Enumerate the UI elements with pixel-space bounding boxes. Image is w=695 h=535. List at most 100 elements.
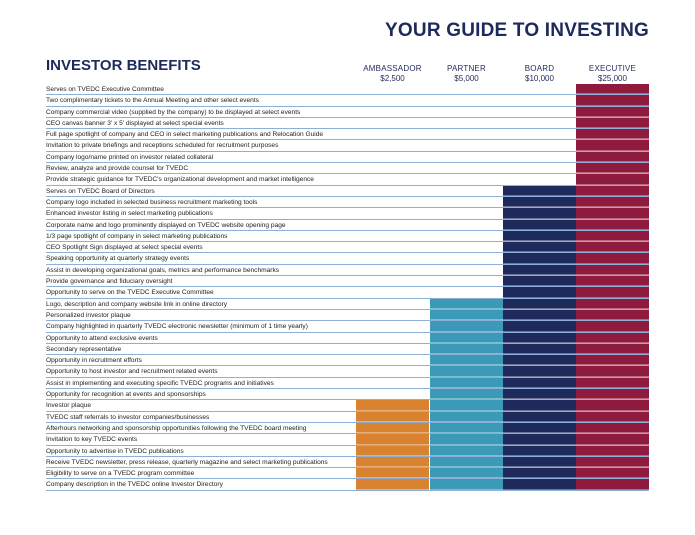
benefit-label: Receive TVEDC newsletter, press release,… <box>46 458 328 466</box>
tier-price: $10,000 <box>525 74 554 83</box>
tier-cell-executive <box>576 84 649 95</box>
tier-name: PARTNER <box>447 64 486 73</box>
tier-cell-executive <box>576 309 649 321</box>
tier-cell-partner <box>430 366 503 377</box>
tier-cell-executive <box>576 422 649 434</box>
tier-cell-ambassador <box>356 434 429 445</box>
tier-cell-board <box>503 434 576 445</box>
benefit-row: Speaking opportunity at quarterly strate… <box>46 253 649 265</box>
tier-cell-partner <box>430 479 503 490</box>
benefit-row: Investor plaque <box>46 400 649 412</box>
benefit-label: Logo, description and company website li… <box>46 300 228 308</box>
tier-cell-executive <box>576 264 649 276</box>
tier-cell-executive <box>576 332 649 343</box>
tier-cell-ambassador <box>356 468 429 479</box>
tier-cell-partner <box>430 445 503 456</box>
tier-cell-executive <box>576 298 649 309</box>
tier-cell-executive <box>576 276 649 287</box>
tier-header-partner: PARTNER $5,000 <box>430 64 503 84</box>
tier-cell-board <box>503 208 576 219</box>
tier-cell-board <box>503 264 576 276</box>
tier-cell-board <box>503 366 576 377</box>
tier-cell-partner <box>430 309 503 321</box>
tier-cell-board <box>503 253 576 264</box>
benefit-label: Eligibility to serve on a TVEDC program … <box>46 470 195 478</box>
tier-cell-board <box>503 230 576 242</box>
tier-cell-partner <box>430 389 503 400</box>
benefit-row: Two complimentary tickets to the Annual … <box>46 95 649 107</box>
tier-cell-executive <box>576 468 649 479</box>
benefit-label: Opportunity to advertise in TVEDC public… <box>46 447 184 455</box>
tier-cell-partner <box>430 411 503 422</box>
benefits-table: Serves on TVEDC Executive Committee Two c… <box>46 84 649 491</box>
benefit-row: Review, analyze and provide counsel for … <box>46 163 649 175</box>
benefit-label: Opportunity to serve on the TVEDC Execut… <box>46 289 214 297</box>
benefit-label: Company commercial video (supplied by th… <box>46 108 301 116</box>
benefit-row: Invitation to private briefings and rece… <box>46 140 649 152</box>
benefit-row: Opportunity to host investor and recruit… <box>46 366 649 378</box>
tier-price: $5,000 <box>454 74 479 83</box>
benefits-title: INVESTOR BENEFITS <box>46 57 201 74</box>
benefit-label: Investor plaque <box>46 402 92 410</box>
benefit-label: CEO Spotlight Sign displayed at select s… <box>46 244 203 252</box>
benefit-row: Afterhours networking and sponsorship op… <box>46 422 649 435</box>
benefit-label: Serves on TVEDC Executive Committee <box>46 86 164 93</box>
benefit-label: Opportunity in recruitment efforts <box>46 357 142 365</box>
benefit-row: TVEDC staff referrals to investor compan… <box>46 411 649 423</box>
tier-header-executive: EXECUTIVE $25,000 <box>576 64 649 84</box>
benefit-label: CEO canvas banner 3' x 5' displayed at s… <box>46 119 224 127</box>
benefit-row: Secondary representative <box>46 343 649 356</box>
tier-cell-executive <box>576 196 649 208</box>
tier-cell-executive <box>576 343 649 355</box>
benefit-row: Enhanced investor listing in select mark… <box>46 208 649 220</box>
benefit-label: Afterhours networking and sponsorship op… <box>46 424 307 432</box>
benefit-label: Opportunity for recognition at events an… <box>46 391 206 399</box>
tier-cell-partner <box>430 377 503 389</box>
benefit-label: Company highlighted in quarterly TVEDC e… <box>46 323 308 331</box>
tier-cell-board <box>503 377 576 389</box>
tier-cell-board <box>503 468 576 479</box>
tier-cell-executive <box>576 377 649 389</box>
tier-name: BOARD <box>524 64 555 73</box>
benefit-row: Corporate name and logo prominently disp… <box>46 219 649 231</box>
tier-cell-executive <box>576 185 649 196</box>
tier-header-board: BOARD $10,000 <box>503 64 576 84</box>
benefit-row: Full page spotlight of company and CEO i… <box>46 129 649 141</box>
benefit-row: Company commercial video (supplied by th… <box>46 106 649 118</box>
tier-cell-board <box>503 445 576 456</box>
benefit-row: Company logo/name printed on investor re… <box>46 151 649 164</box>
tier-cell-partner <box>430 332 503 343</box>
benefit-row: Assist in developing organizational goal… <box>46 264 649 277</box>
tier-cell-executive <box>576 479 649 490</box>
tier-price: $2,500 <box>380 74 405 83</box>
benefit-label: Personalized investor plaque <box>46 311 131 319</box>
benefit-label: Assist in developing organizational goal… <box>46 266 280 274</box>
tier-cell-executive <box>576 163 649 174</box>
benefit-row: Opportunity in recruitment efforts <box>46 355 649 367</box>
guide-title: YOUR GUIDE TO INVESTING <box>385 20 649 41</box>
tier-cell-board <box>503 309 576 321</box>
tier-cell-board <box>503 400 576 411</box>
benefit-row: Invitation to key TVEDC events <box>46 434 649 446</box>
tier-cell-executive <box>576 434 649 445</box>
tier-cell-executive <box>576 456 649 468</box>
tier-cell-executive <box>576 321 649 332</box>
tier-cell-ambassador <box>356 456 429 468</box>
tier-cell-board <box>503 242 576 253</box>
tier-cell-ambassador <box>356 411 429 422</box>
tier-cell-executive <box>576 140 649 151</box>
tier-cell-board <box>503 185 576 196</box>
benefit-label: Invitation to key TVEDC events <box>46 436 138 444</box>
benefit-label: Review, analyze and provide counsel for … <box>46 165 189 173</box>
benefit-label: Provide governance and fiduciary oversig… <box>46 278 173 286</box>
tier-cell-partner <box>430 468 503 479</box>
benefit-label: Company logo/name printed on investor re… <box>46 153 214 161</box>
benefit-row: Assist in implementing and executing spe… <box>46 377 649 390</box>
benefit-label: Two complimentary tickets to the Annual … <box>46 97 259 105</box>
tier-header-ambassador: AMBASSADOR $2,500 <box>356 64 429 84</box>
tier-cell-executive <box>576 208 649 219</box>
tier-cell-executive <box>576 117 649 129</box>
benefit-row: Provide strategic guidance for TVEDC's o… <box>46 174 649 186</box>
tier-name: AMBASSADOR <box>363 64 422 73</box>
benefit-row: Logo, description and company website li… <box>46 298 649 310</box>
